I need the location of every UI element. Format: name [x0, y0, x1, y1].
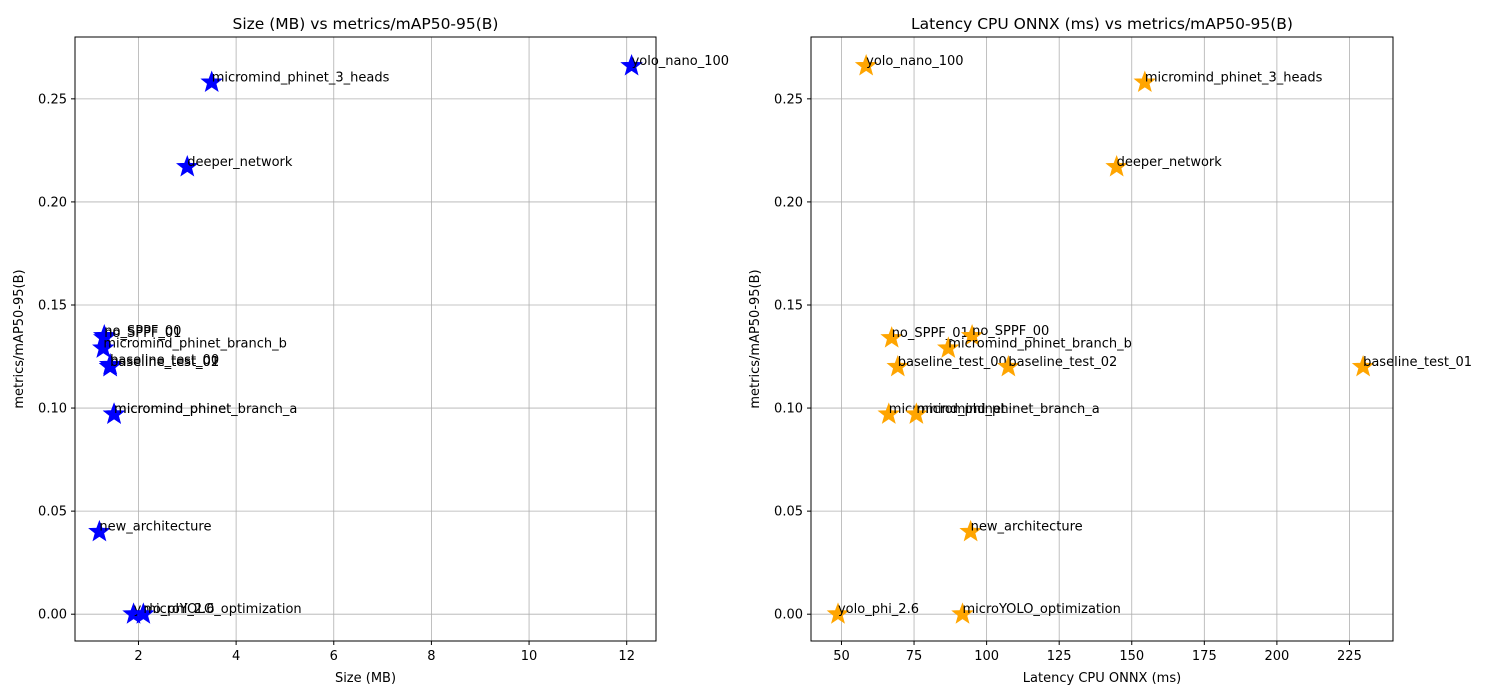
point-label: yolo_phi_2.6 [134, 602, 215, 617]
point-label: new_architecture [971, 520, 1083, 535]
data-point-star [1105, 155, 1128, 177]
latency-vs-map-panel: 50 75 100 125 150 175 200 225 0.00 0.05 0.10 0.15 0.… [748, 15, 1472, 686]
y-tick-label: 0.15 [38, 298, 67, 313]
data-point-star [880, 326, 903, 348]
size-vs-map-panel: 2 4 6 8 10 12 0.00 0.05 0.10 0.15 0.20 0.25 Size (MB… [12, 15, 729, 686]
point-label: micromind_phinet_3_heads [1145, 70, 1323, 85]
data-point-star [132, 602, 155, 624]
y-tick-label: 0.10 [774, 402, 803, 417]
point-label: deeper_network [1117, 155, 1223, 170]
point-label: deeper_network [187, 155, 293, 170]
data-point-star [886, 354, 910, 377]
data-point-star [826, 602, 850, 624]
x-tick-label: 4 [232, 649, 240, 664]
data-point-star [951, 602, 974, 624]
x-tick-label: 150 [1119, 649, 1144, 664]
point-label: baseline_test_02 [1008, 355, 1117, 370]
data-point-star [620, 53, 643, 76]
chart-title: Size (MB) vs metrics/mAP50-95(B) [233, 15, 499, 33]
chart-title: Latency CPU ONNX (ms) vs metrics/mAP50-9… [911, 15, 1293, 33]
y-tick-label: 0.20 [774, 195, 803, 210]
point-label: no_SPPF_01 [104, 326, 181, 341]
y-tick-label: 0.05 [774, 505, 803, 520]
y-tick-label: 0.15 [774, 298, 803, 313]
plot-frame [810, 36, 1394, 642]
point-label: micromind_phinet_branch_a [114, 402, 297, 417]
x-axis-label: Latency CPU ONNX (ms) [1023, 671, 1181, 686]
point-label: no_SPPF_01 [892, 326, 969, 341]
point-label: no_SPPF_00 [972, 324, 1049, 339]
point-label: microYOLO_optimization [963, 602, 1121, 617]
data-point-star [88, 519, 111, 542]
x-tick-label: 75 [906, 649, 923, 664]
point-label: baseline_test_00 [110, 353, 219, 368]
point-label: no_SPPF_00 [104, 324, 181, 339]
data-point-star [200, 70, 223, 92]
point-label: baseline_test_01 [1363, 355, 1472, 370]
y-tick-label: 0.10 [38, 402, 67, 417]
x-tick-label: 2 [134, 649, 142, 664]
x-axis-label: Size (MB) [335, 671, 396, 686]
point-label: baseline_test_01 [110, 355, 219, 370]
y-tick-label: 0.20 [38, 195, 67, 210]
x-tick-label: 50 [833, 649, 850, 664]
y-tick-label: 0.00 [38, 608, 67, 623]
point-label: micromind_phinet_branch_b [948, 336, 1132, 351]
point-label: yolo_phi_2.6 [838, 602, 919, 617]
data-point-star [997, 354, 1020, 377]
data-point-star [960, 324, 984, 346]
data-point-star [905, 402, 928, 424]
y-tick-label: 0.05 [38, 505, 67, 520]
data-point-star [854, 53, 878, 76]
x-tick-label: 225 [1337, 649, 1362, 664]
data-point-star [92, 336, 115, 358]
data-point-star [959, 519, 982, 542]
data-point-star [877, 402, 901, 424]
x-tick-label: 6 [330, 649, 338, 664]
y-axis-label: metrics/mAP50-95(B) [748, 269, 763, 408]
data-point-star [1351, 354, 1375, 377]
x-tick-label: 175 [1192, 649, 1217, 664]
x-tick-label: 10 [521, 649, 538, 664]
data-point-star [102, 402, 126, 424]
x-tick-label: 8 [427, 649, 435, 664]
point-label: yolo_nano_100 [632, 54, 729, 69]
point-label: yolo_nano_100 [866, 54, 963, 69]
y-tick-label: 0.00 [774, 608, 803, 623]
plot-frame [74, 36, 657, 642]
point-label: micromind_phinet_branch_a [916, 402, 1099, 417]
y-axis-label: metrics/mAP50-95(B) [12, 269, 27, 408]
point-label: microYOLO_optimization [143, 602, 301, 617]
x-tick-label: 12 [618, 649, 635, 664]
point-label: baseline_test_02 [110, 355, 219, 370]
data-point-star [176, 155, 199, 177]
point-label: new_architecture [99, 520, 211, 535]
data-point-star [937, 336, 960, 358]
x-tick-label: 125 [1047, 649, 1072, 664]
y-tick-label: 0.25 [38, 92, 67, 107]
x-tick-label: 100 [974, 649, 999, 664]
point-label: micromind_phinet [114, 402, 231, 417]
point-label: baseline_test_00 [898, 355, 1007, 370]
point-label: micromind_phinet_branch_b [103, 336, 287, 351]
data-point-star [98, 354, 122, 377]
data-point-star [1133, 70, 1157, 92]
y-tick-label: 0.25 [774, 92, 803, 107]
point-label: micromind_phinet_3_heads [212, 70, 390, 85]
x-tick-label: 200 [1264, 649, 1289, 664]
